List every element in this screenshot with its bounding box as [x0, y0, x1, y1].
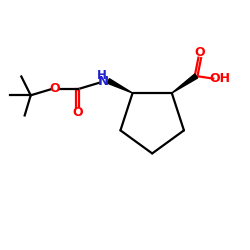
Text: OH: OH [210, 72, 231, 85]
Text: O: O [50, 82, 60, 94]
Polygon shape [107, 79, 132, 93]
Text: H: H [96, 69, 106, 82]
Polygon shape [172, 74, 198, 93]
Text: O: O [72, 106, 83, 119]
Text: N: N [98, 75, 109, 88]
Text: O: O [194, 46, 205, 59]
